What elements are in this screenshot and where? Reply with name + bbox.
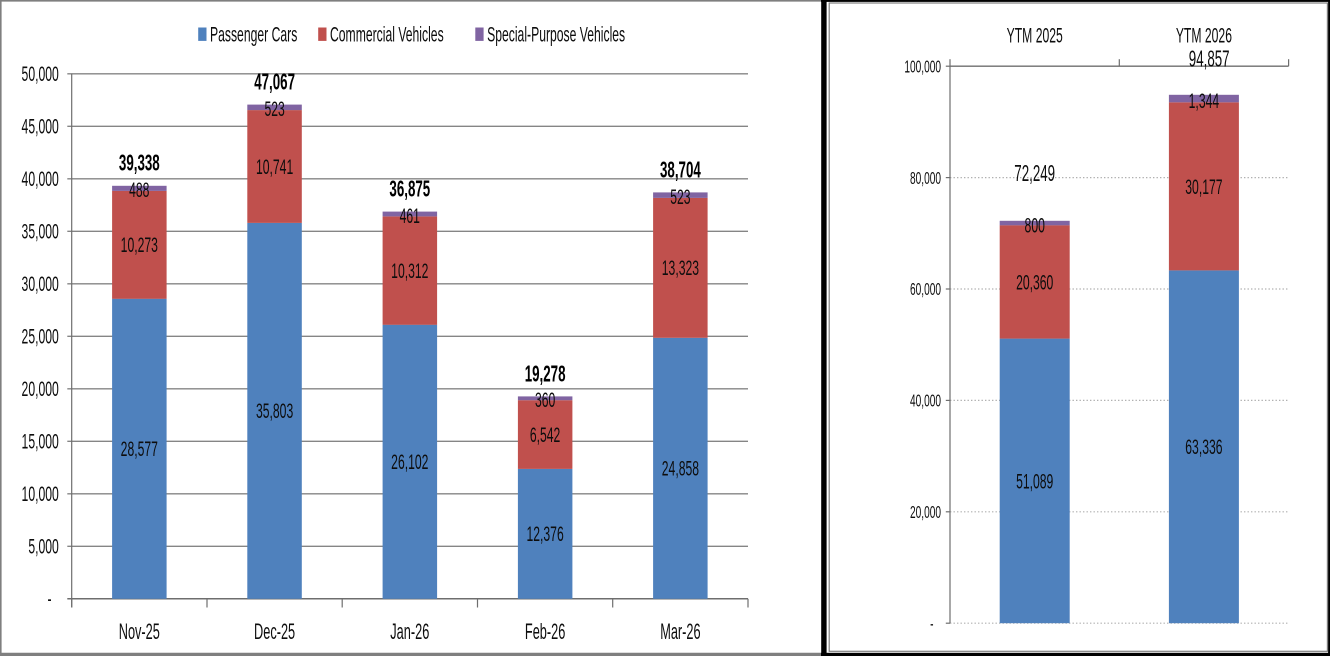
svg-text:Commercial Vehicles: Commercial Vehicles [330, 22, 444, 46]
svg-text:488: 488 [129, 178, 149, 202]
svg-text:38,704: 38,704 [660, 157, 701, 183]
svg-text:28,577: 28,577 [121, 437, 158, 461]
svg-text:20,360: 20,360 [1016, 270, 1053, 294]
svg-text:13,323: 13,323 [662, 256, 699, 280]
svg-text:30,000: 30,000 [22, 272, 59, 296]
svg-text:35,000: 35,000 [22, 219, 59, 243]
svg-text:YTM 2025: YTM 2025 [1007, 23, 1063, 47]
svg-text:-: - [930, 615, 934, 635]
svg-text:30,177: 30,177 [1185, 174, 1222, 198]
svg-text:36,875: 36,875 [389, 176, 430, 202]
svg-text:35,803: 35,803 [256, 399, 293, 423]
svg-text:Mar-26: Mar-26 [660, 620, 700, 644]
svg-text:24,858: 24,858 [662, 456, 699, 480]
svg-text:10,741: 10,741 [256, 154, 293, 178]
svg-text:523: 523 [264, 97, 284, 121]
svg-text:Feb-26: Feb-26 [525, 620, 565, 644]
svg-text:Dec-25: Dec-25 [254, 620, 295, 644]
svg-text:45,000: 45,000 [22, 114, 59, 138]
svg-text:94,857: 94,857 [1189, 46, 1230, 72]
svg-text:80,000: 80,000 [910, 169, 941, 189]
svg-text:60,000: 60,000 [910, 281, 941, 301]
svg-text:63,336: 63,336 [1185, 435, 1222, 459]
svg-text:20,000: 20,000 [22, 377, 59, 401]
svg-text:461: 461 [400, 203, 420, 227]
svg-text:Nov-25: Nov-25 [119, 620, 160, 644]
svg-text:800: 800 [1025, 213, 1045, 237]
svg-text:1,344: 1,344 [1189, 88, 1220, 112]
svg-text:40,000: 40,000 [22, 167, 59, 191]
svg-text:51,089: 51,089 [1016, 469, 1053, 493]
svg-text:15,000: 15,000 [22, 429, 59, 453]
svg-text:20,000: 20,000 [910, 503, 941, 523]
svg-text:523: 523 [670, 184, 690, 208]
svg-text:5,000: 5,000 [28, 534, 58, 558]
svg-text:12,376: 12,376 [526, 522, 563, 546]
svg-text:26,102: 26,102 [391, 450, 428, 474]
svg-text:25,000: 25,000 [22, 324, 59, 348]
svg-text:47,067: 47,067 [254, 69, 295, 95]
svg-text:Passenger Cars: Passenger Cars [210, 22, 297, 46]
svg-text:YTM 2026: YTM 2026 [1176, 23, 1232, 47]
svg-text:39,338: 39,338 [119, 150, 160, 176]
svg-text:Jan-26: Jan-26 [390, 620, 429, 644]
svg-text:10,000: 10,000 [22, 482, 59, 506]
svg-text:50,000: 50,000 [22, 62, 59, 86]
svg-text:72,249: 72,249 [1014, 160, 1055, 186]
svg-text:10,312: 10,312 [391, 258, 428, 282]
svg-text:Special-Purpose Vehicles: Special-Purpose Vehicles [487, 22, 625, 46]
svg-text:6,542: 6,542 [530, 422, 560, 446]
svg-text:40,000: 40,000 [910, 392, 941, 412]
svg-text:-: - [47, 587, 51, 611]
svg-text:10,273: 10,273 [121, 233, 158, 257]
svg-text:100,000: 100,000 [904, 58, 941, 78]
svg-text:19,278: 19,278 [525, 361, 566, 387]
svg-text:360: 360 [535, 388, 555, 412]
